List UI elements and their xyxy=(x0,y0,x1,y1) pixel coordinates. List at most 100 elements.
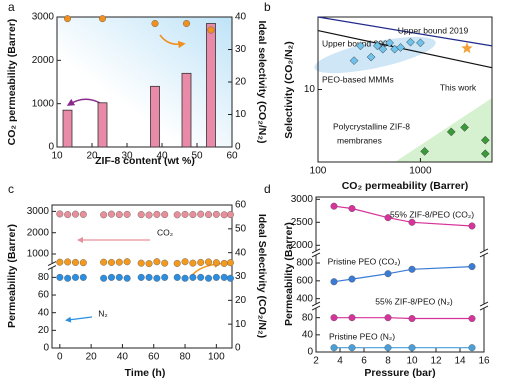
series-label: 55% ZIF-8/PEO (N₂) xyxy=(375,296,453,306)
y-axis-title: Selectivity (CO₂/N₂) xyxy=(283,41,295,138)
axis-break xyxy=(47,261,57,266)
y-axis-title: Permeability (Barrer) xyxy=(283,222,295,326)
x-tick-label: 60 xyxy=(226,151,238,162)
y-tick-label: 0 xyxy=(307,347,313,358)
data-point xyxy=(181,274,189,282)
data-point xyxy=(330,202,338,210)
x-tick-label: 20 xyxy=(86,151,98,162)
data-point xyxy=(420,147,430,156)
y-tick-label: 1000 xyxy=(32,98,55,109)
data-point xyxy=(373,41,382,51)
y-tick-label: 3000 xyxy=(27,206,50,217)
region-shade xyxy=(314,36,436,74)
data-point xyxy=(107,210,115,218)
bar xyxy=(62,109,73,148)
data-point xyxy=(408,344,416,352)
bar xyxy=(150,85,160,148)
data-point xyxy=(115,273,123,281)
plot-frame xyxy=(315,196,485,353)
data-point xyxy=(406,37,415,47)
data-point xyxy=(173,259,181,267)
y2-tick-label: 30 xyxy=(235,44,247,55)
data-point xyxy=(366,52,376,62)
data-point xyxy=(145,211,153,219)
y2-tick-label: 50 xyxy=(235,223,247,234)
y-tick-label: 0 xyxy=(48,142,54,153)
y-tick-label: 2000 xyxy=(27,227,50,238)
y-tick-label: 400 xyxy=(296,293,313,304)
data-point xyxy=(137,259,145,267)
data-point xyxy=(63,15,71,23)
y2-tick-label: 20 xyxy=(235,295,247,306)
data-point xyxy=(408,265,416,273)
bar xyxy=(206,23,216,148)
data-point xyxy=(226,211,234,219)
data-point xyxy=(71,258,79,266)
data-point xyxy=(56,210,64,218)
series-label: N₂ xyxy=(98,308,107,318)
x-tick-label: 80 xyxy=(179,352,191,363)
data-point xyxy=(480,135,490,145)
data-point xyxy=(348,314,356,322)
y-tick-label: 600 xyxy=(296,275,313,286)
axis-break xyxy=(47,265,57,270)
x-tick-label: 1000 xyxy=(409,166,432,177)
data-point xyxy=(64,211,72,219)
y-axis-title: Permeability (Barrer) xyxy=(6,224,18,328)
axis-break xyxy=(311,252,321,258)
y-tick-label: 1000 xyxy=(27,249,50,260)
axis-break xyxy=(313,304,319,309)
panel-label: c xyxy=(8,182,14,196)
axis-break xyxy=(479,252,489,258)
series-line xyxy=(317,30,493,69)
y-tick-label: 80 xyxy=(38,272,50,283)
x-tick-label: 100 xyxy=(208,352,225,363)
panel-label: a xyxy=(8,0,15,14)
data-point xyxy=(145,273,153,281)
data-point xyxy=(446,127,456,137)
axis-break xyxy=(311,248,321,254)
y2-tick-label: 0 xyxy=(235,343,241,354)
data-point xyxy=(161,259,169,267)
x-tick-label: 4 xyxy=(337,356,343,367)
data-point xyxy=(100,211,108,219)
x-tick-label: 40 xyxy=(117,352,129,363)
y-tick-label: 10 xyxy=(304,84,316,95)
arrow xyxy=(65,316,93,323)
x-axis-title: ZIF-8 content (wt %) xyxy=(95,155,195,167)
data-point xyxy=(460,123,469,132)
bar xyxy=(97,102,108,148)
data-point xyxy=(189,273,197,281)
y-tick-label: 80 xyxy=(302,312,314,323)
y2-tick-label: 20 xyxy=(235,77,247,88)
data-point xyxy=(378,44,388,54)
data-point xyxy=(153,258,161,266)
data-point xyxy=(56,258,64,266)
data-point xyxy=(330,278,338,286)
series-label: CO₂ xyxy=(157,227,173,237)
data-point xyxy=(115,211,123,219)
data-point xyxy=(384,314,392,322)
data-point xyxy=(181,258,189,266)
data-point xyxy=(384,270,392,278)
y-tick-label: 40 xyxy=(38,307,50,318)
x-tick-label: 100 xyxy=(310,166,327,177)
x-tick-label: 2 xyxy=(313,356,319,367)
data-point xyxy=(123,210,131,218)
data-point xyxy=(181,210,189,218)
annotation: membranes xyxy=(337,135,382,145)
data-point xyxy=(205,258,213,266)
data-point xyxy=(220,211,228,219)
y2-tick-label: 40 xyxy=(235,12,247,23)
data-point xyxy=(197,210,205,218)
data-point xyxy=(161,211,169,219)
axis-break xyxy=(313,250,319,255)
x-tick-label: 10 xyxy=(406,356,418,367)
data-point xyxy=(161,273,169,281)
x-axis-title: Pressure (bar) xyxy=(364,367,435,379)
x-tick-label: 50 xyxy=(191,151,203,162)
axis-break xyxy=(479,305,489,311)
y2-tick-label: 30 xyxy=(235,271,247,282)
x-tick-label: 16 xyxy=(478,356,490,367)
